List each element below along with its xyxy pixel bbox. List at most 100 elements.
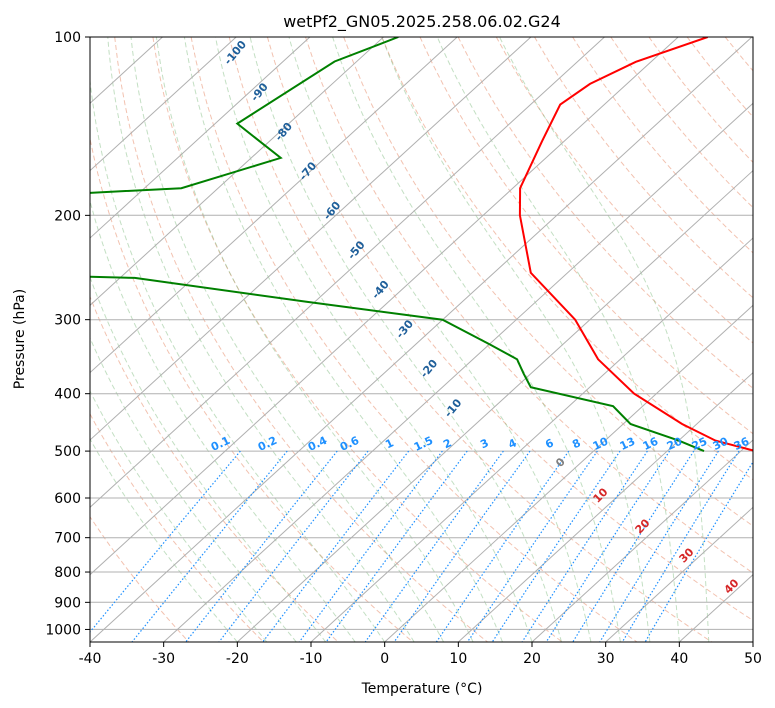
- y-tick-label: 1000: [45, 622, 81, 638]
- x-tick-label: -20: [226, 651, 249, 667]
- moist-adiabat: [90, 389, 268, 642]
- mixing-ratio-line: [599, 450, 720, 642]
- mixing-ratio-label: 6: [543, 436, 556, 451]
- isotherm-line: [457, 371, 753, 642]
- isotherm-line: [678, 573, 753, 642]
- isotherm-line: [90, 37, 532, 441]
- isotherm-line: [605, 506, 753, 642]
- isotherm-line: [90, 37, 237, 172]
- moist-adiabat: [130, 37, 445, 642]
- moist-adiabat: [90, 275, 327, 642]
- dry-adiabat: [114, 37, 488, 642]
- x-tick-label: 10: [449, 651, 467, 667]
- mixing-ratio-line: [131, 450, 288, 642]
- moist-adiabat: [381, 37, 651, 642]
- x-tick-label: 30: [597, 651, 615, 667]
- dewpoint-profile: [90, 37, 705, 453]
- isotherm-label: -20: [418, 357, 441, 381]
- mixing-ratio-line: [435, 450, 570, 642]
- x-tick-label: -10: [300, 651, 323, 667]
- axes-ticks: -40 -30 -20 -10 0 10 20 30 40 5010020030040050060…: [45, 30, 762, 667]
- isotherm-label: -50: [345, 238, 368, 262]
- y-axis-label: Pressure (hPa): [12, 289, 28, 389]
- mixing-ratio-line: [262, 450, 410, 642]
- isotherm-line: [90, 37, 384, 306]
- mixing-ratio-label: 13: [618, 435, 637, 453]
- mixing-ratio-label: 1: [383, 436, 395, 451]
- dry-adiabat-label: 40: [722, 576, 742, 596]
- moist-adiabat: [183, 37, 503, 642]
- isotherm-label: -40: [369, 278, 392, 302]
- isotherm-line: [236, 169, 753, 642]
- moist-adiabat: [249, 37, 562, 642]
- mixing-ratio-label: 20: [665, 435, 685, 453]
- dry-adiabat: [228, 37, 712, 642]
- dry-adiabat: [90, 295, 339, 642]
- moist-adiabat: [107, 37, 415, 642]
- isotherm-line: [90, 37, 753, 642]
- isotherm-line: [163, 102, 753, 642]
- dry-adiabat: [763, 37, 775, 642]
- dry-adiabat-label: 30: [677, 545, 697, 565]
- moist-adiabat: [90, 437, 238, 642]
- y-tick-label: 900: [54, 595, 81, 611]
- mixing-ratio-line: [325, 450, 468, 642]
- isotherm-line: [310, 237, 753, 642]
- dry-adiabat-label: 0: [553, 455, 568, 470]
- isotherm-line: [90, 37, 458, 374]
- mixing-ratio-line: [466, 450, 598, 642]
- x-tick-label: 40: [670, 651, 688, 667]
- dry-adiabat: [724, 37, 753, 72]
- isotherm-label: -30: [393, 317, 416, 341]
- y-tick-label: 100: [54, 30, 81, 46]
- isotherm-line: [90, 37, 311, 239]
- dry-adiabat: [90, 515, 190, 642]
- isotherm-label: -70: [297, 159, 320, 183]
- moist-adiabat: [436, 37, 680, 642]
- y-tick-label: 300: [54, 313, 81, 329]
- y-tick-label: 600: [54, 491, 81, 507]
- mixing-ratio-line: [521, 450, 648, 642]
- x-tick-label: -40: [79, 651, 102, 667]
- moist-adiabat: [288, 37, 592, 642]
- mixing-ratio-label: 16: [641, 435, 661, 453]
- mixing-ratio-line: [185, 450, 338, 642]
- isotherm-label: -10: [442, 396, 465, 420]
- isotherm-label: -60: [321, 199, 344, 223]
- plot-area: [90, 37, 775, 642]
- dry-adiabat: [686, 37, 753, 118]
- dry-adiabat-label: 10: [591, 485, 611, 505]
- x-tick-label: -30: [152, 651, 175, 667]
- mixing-ratio-label: 25: [690, 435, 709, 453]
- y-tick-label: 500: [54, 444, 81, 460]
- dry-adiabat: [266, 37, 753, 622]
- isotherm-line: [90, 37, 605, 509]
- dry-adiabat: [90, 412, 264, 642]
- chart-title: wetPf2_GN05.2025.258.06.02.G24: [283, 12, 561, 32]
- x-tick-label: 20: [523, 651, 541, 667]
- dry-adiabat: [572, 37, 753, 254]
- mixing-ratio-line: [364, 450, 504, 642]
- isotherm-line: [90, 37, 679, 576]
- dry-adiabat: [152, 37, 563, 642]
- dry-adiabat: [190, 37, 638, 642]
- mixing-ratio-label: 36: [732, 435, 752, 453]
- isotherm-line: [384, 304, 753, 642]
- dry-adiabat: [495, 37, 753, 344]
- mixing-ratio-label: 30: [711, 435, 731, 453]
- mixing-ratio-line: [393, 450, 531, 642]
- x-tick-label: 50: [744, 651, 762, 667]
- mixing-ratio-line: [90, 450, 241, 633]
- dry-adiabat: [648, 37, 753, 164]
- y-tick-label: 400: [54, 387, 81, 403]
- mixing-ratio-label: 3: [478, 436, 490, 451]
- dry-adiabat: [381, 37, 753, 481]
- moist-adiabat: [215, 37, 533, 642]
- y-tick-label: 700: [54, 531, 81, 547]
- mixing-ratio-label: 10: [591, 435, 611, 453]
- mixing-ratio-line: [621, 450, 740, 642]
- x-axis-label: Temperature (°C): [361, 681, 483, 697]
- mixing-ratio-line: [298, 450, 443, 642]
- moist-adiabat: [499, 37, 710, 642]
